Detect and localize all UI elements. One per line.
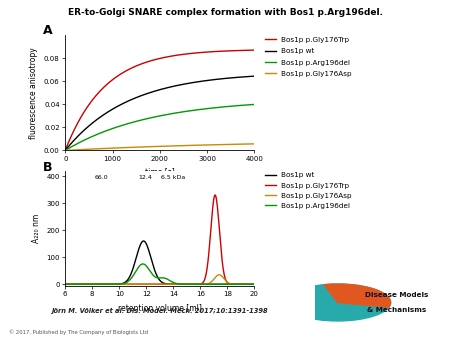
- Text: ER-to-Golgi SNARE complex formation with Bos1 p.Arg196del.: ER-to-Golgi SNARE complex formation with…: [68, 8, 382, 18]
- Y-axis label: fluorescence anisotropy: fluorescence anisotropy: [29, 47, 38, 139]
- Text: 66.0: 66.0: [95, 175, 108, 180]
- Text: 6.5 kDa: 6.5 kDa: [161, 175, 185, 180]
- Text: B: B: [43, 161, 52, 174]
- Text: Disease Models: Disease Models: [365, 292, 428, 297]
- Text: © 2017. Published by The Company of Biologists Ltd: © 2017. Published by The Company of Biol…: [9, 329, 148, 335]
- Wedge shape: [324, 284, 391, 307]
- Text: Jörn M. Völker et al. Dis. Model. Mech. 2017;10:1391-1398: Jörn M. Völker et al. Dis. Model. Mech. …: [51, 308, 268, 314]
- Circle shape: [285, 284, 391, 321]
- X-axis label: retention volume [ml]: retention volume [ml]: [118, 303, 202, 312]
- Legend: Bos1p wt, Bos1p p.Gly176Trp, Bos1p p.Gly176Asp, Bos1p p.Arg196del: Bos1p wt, Bos1p p.Gly176Trp, Bos1p p.Gly…: [266, 172, 352, 209]
- Text: A: A: [43, 24, 52, 37]
- Text: & Mechanisms: & Mechanisms: [367, 308, 427, 313]
- Y-axis label: A₂₂₀ nm: A₂₂₀ nm: [32, 214, 40, 243]
- Text: 12.4: 12.4: [138, 175, 152, 180]
- Legend: Bos1p p.Gly176Trp, Bos1p wt, Bos1p p.Arg196del, Bos1p p.Gly176Asp: Bos1p p.Gly176Trp, Bos1p wt, Bos1p p.Arg…: [266, 37, 352, 77]
- X-axis label: time [s]: time [s]: [145, 168, 175, 176]
